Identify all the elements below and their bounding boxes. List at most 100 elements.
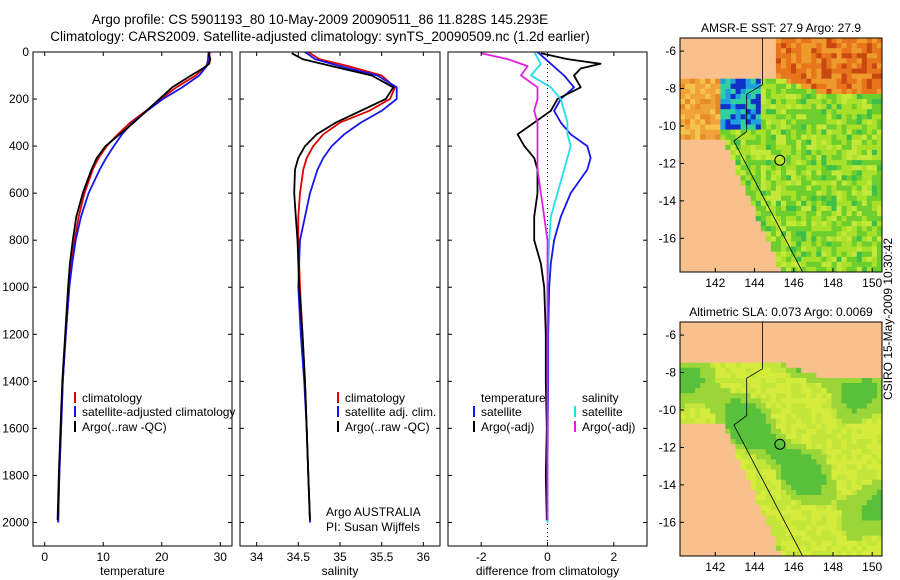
map-cell [806,73,812,80]
map-cell [866,459,873,465]
map-frame [679,37,883,273]
map-cell [735,48,741,54]
map-cell [750,180,757,186]
map-cell [876,403,882,409]
map-cell [816,377,822,384]
map-cell [755,347,762,353]
map-cell [831,357,837,364]
map-cell [690,38,696,44]
map-cell [781,144,787,151]
map-cell [705,256,711,263]
map-cell [730,520,736,526]
map-cell [866,342,873,348]
map-cell [846,372,853,379]
map-cell [826,144,832,151]
map-cell [821,342,827,348]
map-cell [871,216,878,222]
map-cell [740,109,747,115]
map-cell [831,38,837,44]
map-cell [831,362,837,369]
map-cell [710,109,716,115]
map-cell [685,266,691,272]
map-cell [801,337,807,343]
map-cell [826,221,832,227]
map-cell [816,251,822,258]
map-cell [690,393,696,399]
map-cell [816,322,822,328]
map-cell [755,433,762,440]
map-cell [735,155,741,161]
map-cell [690,372,696,379]
map-cell [791,423,797,430]
map-cell [775,388,782,394]
map-cell [765,261,772,268]
map-cell [720,175,726,181]
map-cell [851,231,858,237]
map-cell [861,210,868,217]
map-cell [866,231,873,237]
map-cell [801,48,807,54]
map-cell [831,388,837,394]
map-cell [871,83,878,90]
map-cell [861,246,868,253]
map-cell [695,500,701,506]
map-cell [775,195,782,202]
map-cell [816,500,822,506]
map-cell [695,88,701,95]
map-cell [695,408,701,414]
map-cell [685,119,691,125]
map-cell [695,459,701,465]
legend-temp-satellite-label: satellite [481,405,522,419]
map-cell [700,342,706,348]
map-cell [876,398,882,404]
map-cell [806,474,812,481]
map-cell [811,464,817,470]
map-cell [871,515,878,521]
map-cell [871,175,878,181]
map-cell [700,505,706,511]
x-tick-label: 35 [333,550,347,564]
map-cell [861,535,868,542]
map-cell [876,388,882,394]
map-cell [720,494,726,501]
map-cell [856,160,863,166]
map-cell [796,144,802,151]
map-cell [700,357,706,364]
map-cell [685,388,691,394]
map-cell [836,347,842,353]
map-cell [705,474,711,481]
map-cell [735,88,741,95]
map-cell [861,428,868,435]
map-cell [846,489,853,496]
map-cell [695,93,701,100]
map-cell [710,372,716,379]
map-cell [730,393,736,399]
map-cell [826,226,832,232]
map-cell [786,266,792,272]
map-cell [781,535,787,542]
map-cell [786,68,792,75]
map-cell [816,190,822,197]
map-cell [710,357,716,364]
map-cell [710,78,716,85]
map-cell [851,525,858,531]
map-cell [821,388,827,394]
map-cell [781,510,787,516]
map-cell [806,48,812,54]
map-cell [796,170,802,176]
map-cell [831,266,837,272]
map-cell [735,63,741,69]
map-cell [806,510,812,516]
map-cell [710,53,716,59]
map-cell [841,337,848,343]
map-cell [680,525,686,531]
map-cell [856,433,863,440]
map-cell [851,357,858,364]
map-contour-line [733,38,803,272]
map-cell [876,83,882,90]
map-y-tick-label: -14 [659,194,677,208]
map-cell [861,78,868,85]
map-cell [680,170,686,176]
map-cell [781,357,787,364]
map-cell [735,530,741,537]
